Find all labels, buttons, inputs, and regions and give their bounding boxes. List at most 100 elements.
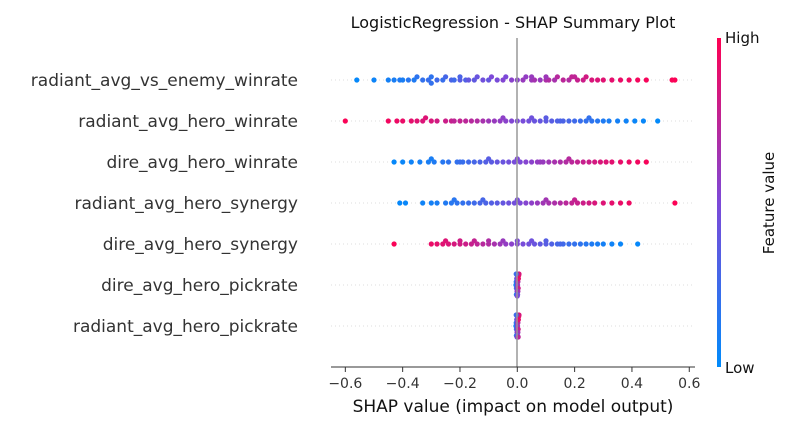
shap-point <box>513 312 519 318</box>
shap-point <box>554 74 561 80</box>
feature-label: radiant_avg_hero_winrate <box>78 112 298 132</box>
shap-point <box>609 159 615 165</box>
x-axis-label: SHAP value (impact on model output) <box>353 397 674 417</box>
shap-point <box>466 200 472 206</box>
shap-point <box>529 200 535 206</box>
shap-point <box>428 80 434 86</box>
shap-point <box>466 77 472 83</box>
shap-point <box>342 118 348 124</box>
shap-point <box>572 74 578 80</box>
shap-point <box>402 200 409 206</box>
shap-point <box>500 200 506 206</box>
shap-point <box>457 159 463 165</box>
shap-point <box>623 118 629 124</box>
shap-point <box>428 200 434 206</box>
shap-point <box>626 200 632 206</box>
x-tick-label: 0.2 <box>563 376 585 392</box>
shap-point <box>385 118 391 124</box>
shap-point <box>523 159 529 165</box>
feature-rows: radiant_avg_vs_enemy_winrate radiant_avg_… <box>31 71 695 337</box>
shap-point <box>460 200 466 206</box>
shap-point <box>491 241 497 247</box>
shap-point <box>592 200 598 206</box>
shap-point <box>583 241 589 247</box>
shap-point <box>537 118 543 124</box>
shap-point <box>445 159 452 165</box>
shap-point <box>537 159 543 165</box>
shap-point <box>371 77 377 83</box>
shap-point <box>583 74 589 80</box>
shap-point <box>546 159 552 165</box>
shap-point <box>434 241 440 247</box>
shap-point <box>566 241 572 247</box>
shap-point <box>451 241 457 247</box>
shap-point <box>557 118 563 124</box>
shap-point <box>617 77 624 83</box>
shap-point <box>500 115 506 121</box>
shap-point <box>451 77 457 83</box>
shap-point <box>486 156 492 162</box>
x-tick-label: −0.4 <box>386 376 420 392</box>
shap-point <box>609 77 615 83</box>
shap-point <box>509 77 515 83</box>
shap-point <box>572 197 578 203</box>
shap-point <box>560 77 566 83</box>
shap-points <box>342 74 678 340</box>
shap-point <box>603 159 609 165</box>
colorbar-high-label: High <box>725 29 759 47</box>
shap-point <box>635 241 641 247</box>
x-tick-label: 0.6 <box>678 376 700 392</box>
shap-point <box>408 159 414 165</box>
shap-point <box>509 118 515 124</box>
shap-point <box>672 200 678 206</box>
shap-point <box>420 200 426 206</box>
shap-point <box>566 118 572 124</box>
shap-point <box>500 238 506 244</box>
shap-point <box>394 118 400 124</box>
shap-point <box>463 118 469 124</box>
shap-point <box>609 200 615 206</box>
shap-point <box>595 241 601 247</box>
shap-point <box>543 74 549 80</box>
shap-point <box>586 115 592 121</box>
shap-point <box>617 200 624 206</box>
shap-point <box>480 118 486 124</box>
shap-point <box>440 159 446 165</box>
colorbar <box>717 38 721 367</box>
shap-point <box>400 159 406 165</box>
shap-point <box>543 238 549 244</box>
shap-point <box>534 200 541 206</box>
shap-point <box>543 197 549 203</box>
feature-label: dire_avg_hero_winrate <box>106 153 298 173</box>
shap-point <box>586 200 592 206</box>
x-tick-label: −0.2 <box>443 376 477 392</box>
shap-point <box>428 74 434 80</box>
shap-point <box>592 159 598 165</box>
shap-point <box>617 159 624 165</box>
shap-point <box>509 241 515 247</box>
shap-point <box>563 200 569 206</box>
chart-title: LogisticRegression - SHAP Summary Plot <box>351 13 676 32</box>
shap-point <box>480 241 486 247</box>
shap-point <box>595 77 601 83</box>
shap-point <box>586 159 592 165</box>
shap-point <box>643 77 649 83</box>
shap-point <box>566 156 572 162</box>
shap-point <box>640 118 647 124</box>
shap-point <box>463 241 469 247</box>
shap-point <box>572 118 578 124</box>
shap-point <box>626 77 632 83</box>
shap-point <box>595 118 601 124</box>
feature-label: dire_avg_hero_synergy <box>103 235 298 255</box>
shap-point <box>457 74 463 80</box>
colorbar-low-label: Low <box>725 359 755 377</box>
shap-point <box>494 77 500 83</box>
shap-point <box>468 118 474 124</box>
shap-point <box>420 77 426 83</box>
shap-point <box>428 156 434 162</box>
shap-point <box>574 159 581 165</box>
shap-point <box>626 159 632 165</box>
shap-point <box>397 200 403 206</box>
x-axis-ticks: −0.6 −0.4 −0.2 0.0 0.2 0.4 0.6 <box>328 367 700 392</box>
shap-point <box>417 159 423 165</box>
